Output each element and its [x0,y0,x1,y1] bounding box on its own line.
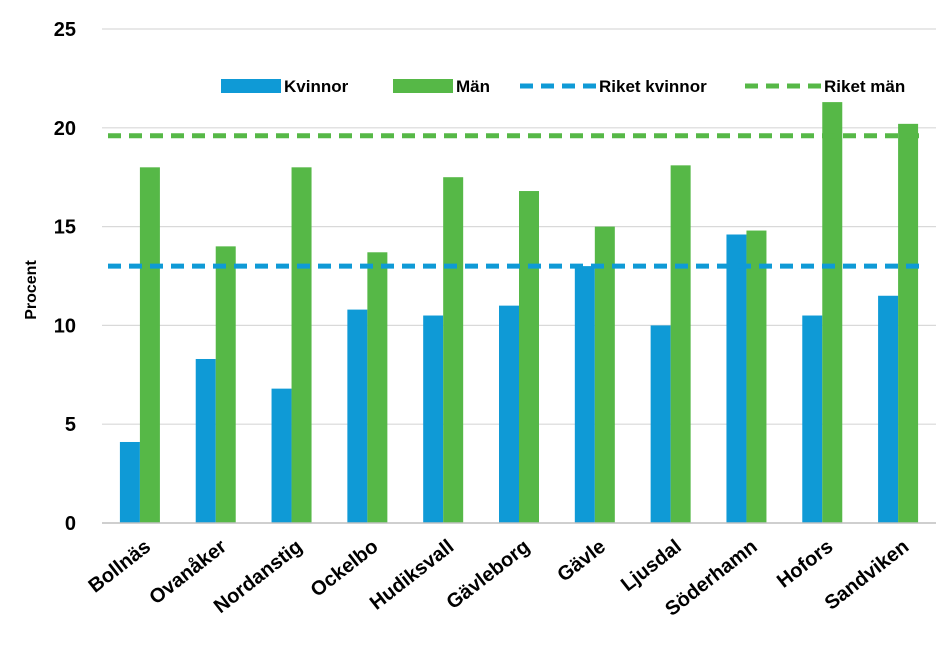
x-tick-label: Ljusdal [617,536,686,596]
bar-kvinnor [650,325,671,523]
legend-item: Män [393,77,490,96]
bar-män [898,123,919,524]
bar-kvinnor [574,266,595,523]
bar-män [443,177,464,523]
bar-kvinnor [347,309,368,523]
bar-män [746,230,767,523]
bar-män [822,102,843,523]
x-tick-label: Hudiksvall [366,536,458,615]
x-tick-label: Bollnäs [85,536,155,598]
legend-label: Män [456,77,490,96]
bar-kvinnor [423,315,444,523]
legend-swatch [221,79,281,93]
bar-kvinnor [119,441,140,523]
bar-kvinnor [195,358,216,523]
bar-män [291,167,312,523]
bar-män [139,167,160,523]
y-tick-label: 5 [65,414,76,436]
bar-kvinnor [499,305,519,523]
y-tick-label: 15 [54,217,76,239]
bar-män [594,226,615,523]
x-tick-label: Ockelbo [307,536,383,602]
legend-swatch [393,79,453,93]
legend-item: Riket män [745,77,905,96]
bar-kvinnor [878,295,899,523]
legend-label: Riket män [824,77,905,96]
legend-label: Riket kvinnor [599,77,707,96]
legend-item: Riket kvinnor [520,77,707,96]
bars [119,102,919,524]
bar-män [519,191,539,524]
bar-män [215,246,236,524]
x-tick-label: Gävle [553,536,609,587]
x-tick-label: Sandviken [821,536,913,615]
bar-kvinnor [726,234,747,523]
y-axis-label: Procent [23,260,40,320]
reference-lines [108,133,922,269]
y-tick-label: 10 [54,315,76,337]
legend-item: Kvinnor [221,77,349,96]
y-tick-label: 0 [65,513,76,535]
bar-män [367,252,388,523]
bar-kvinnor [802,315,823,523]
y-tick-label: 20 [54,118,76,140]
bar-män [670,165,691,523]
x-tick-label: Hofors [773,536,837,593]
legend: Kvinnor Män Riket kvinnor Riket män [221,77,905,96]
x-tick-label: Gävleborg [443,536,534,614]
y-tick-label: 25 [54,19,76,41]
bar-kvinnor [271,388,292,523]
legend-label: Kvinnor [284,77,349,96]
y-axis-ticks: 0 5 10 15 20 25 [54,19,76,535]
